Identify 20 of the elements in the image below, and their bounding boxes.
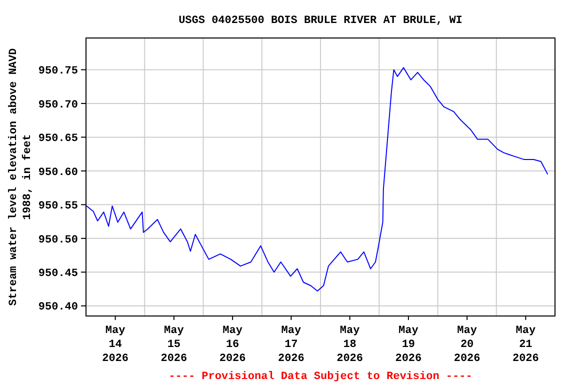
y-tick-label: 950.50 [38,234,78,246]
x-tick-label: May 15 2026 [160,325,188,365]
x-tick-label: May 16 2026 [219,325,246,365]
x-tick-label: May 20 2026 [454,325,480,365]
x-tick-label: May 17 2026 [278,325,304,365]
y-tick-label: 950.60 [38,166,78,179]
y-tick-label: 950.55 [38,200,78,213]
text: ---- Provisional Data Subject to Revision ---- [168,371,472,383]
y-tick-label: 950.75 [38,66,78,78]
x-tick-label: May 19 2026 [395,325,422,365]
y-axis-title: Stream water level elevation above NAVD 1988, in feet [8,48,34,306]
x-tick-label: May 18 2026 [336,325,364,365]
y-tick-label: 950.45 [38,268,78,280]
line-series [86,67,548,292]
y-tick-label: 950.65 [38,133,78,146]
x-tick-label: May 21 2026 [512,325,539,365]
chart-title: USGS 04025500 BOIS BRULE RIVER AT BRULE, WI [178,15,462,27]
x-tick-label: May 14 2026 [102,325,129,365]
y-tick-label: 950.40 [38,302,78,314]
y-tick-label: 950.70 [38,99,78,112]
